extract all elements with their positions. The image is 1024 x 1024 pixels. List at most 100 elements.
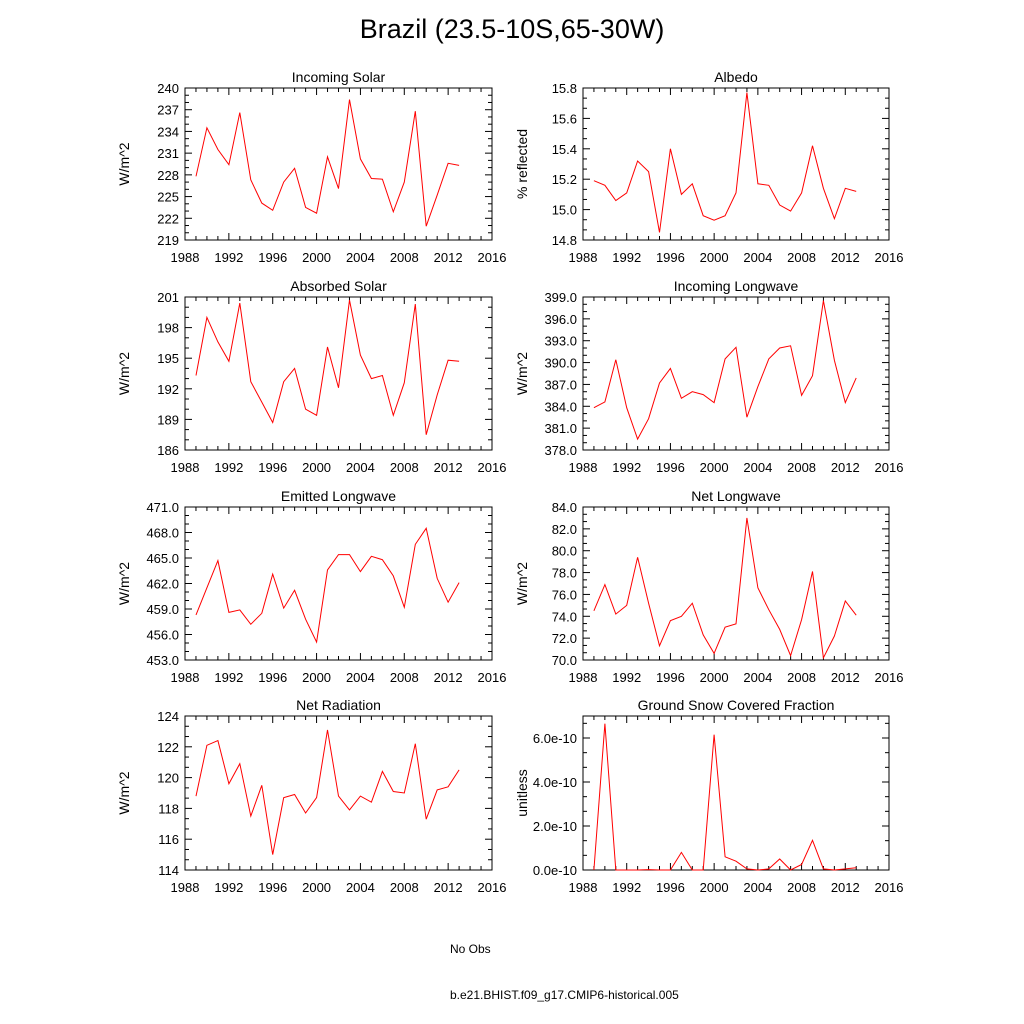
data-point	[316, 415, 317, 416]
x-tick-label: 2004	[743, 460, 772, 475]
panel-albedo: Albedo % reflected 1988 1992 1996 2000 2004 200…	[514, 69, 903, 265]
x-tick-label: 2004	[346, 250, 375, 265]
data-point	[360, 571, 361, 572]
y-tick-label: 74.0	[552, 609, 577, 624]
x-tick-label: 2016	[478, 250, 507, 265]
data-point	[415, 111, 416, 112]
data-point	[250, 179, 251, 180]
data-point	[294, 168, 295, 169]
data-point	[768, 185, 769, 186]
data-point	[217, 740, 218, 741]
data-point	[294, 794, 295, 795]
data-point	[637, 160, 638, 161]
data-point	[714, 402, 715, 403]
y-tick-label: 15.4	[552, 142, 577, 157]
data-point	[659, 645, 660, 646]
data-point	[670, 620, 671, 621]
data-point	[823, 188, 824, 189]
x-tick-label: 1988	[569, 670, 598, 685]
data-point	[305, 207, 306, 208]
data-point	[415, 743, 416, 744]
data-point	[459, 165, 460, 166]
x-tick-label: 1988	[171, 460, 200, 475]
data-point	[703, 394, 704, 395]
data-point	[812, 571, 813, 572]
series-line	[593, 300, 857, 441]
data-point	[593, 180, 594, 181]
data-point	[228, 361, 229, 362]
y-tick-label: 15.6	[552, 111, 577, 126]
data-point	[768, 358, 769, 359]
x-tick-label: 2016	[875, 670, 904, 685]
data-point	[195, 176, 196, 177]
data-point	[801, 619, 802, 620]
x-tick-label: 2004	[346, 670, 375, 685]
y-tick-label: 122	[157, 740, 179, 755]
data-point	[670, 148, 671, 149]
x-tick-label: 1996	[656, 250, 685, 265]
y-tick-label: 72.0	[552, 631, 577, 646]
x-tick-label: 2012	[831, 670, 860, 685]
data-point	[615, 359, 616, 360]
data-point	[294, 368, 295, 369]
x-tick-label: 1996	[656, 460, 685, 475]
data-point	[856, 615, 857, 616]
x-tick-label: 1992	[214, 670, 243, 685]
y-tick-label: 237	[157, 103, 179, 118]
data-point	[615, 200, 616, 201]
data-point	[823, 657, 824, 658]
x-tick-label: 1996	[258, 250, 287, 265]
x-tick-label: 2000	[302, 460, 331, 475]
x-tick-label: 1992	[612, 250, 641, 265]
x-tick-label: 2000	[302, 670, 331, 685]
data-point	[404, 382, 405, 383]
y-tick-label: 15.2	[552, 172, 577, 187]
data-point	[637, 439, 638, 440]
panel-title: Incoming Solar	[292, 69, 386, 85]
panel-absorbed-solar: Absorbed Solar W/m^2 1988 1992 1996 2000 2004 2…	[116, 278, 506, 475]
y-tick-label: 228	[157, 168, 179, 183]
y-tick-label: 462.0	[146, 577, 179, 592]
data-point	[415, 544, 416, 545]
y-tick-label: 120	[157, 771, 179, 786]
data-point	[845, 868, 846, 869]
data-point	[250, 381, 251, 382]
data-point	[637, 557, 638, 558]
data-point	[371, 802, 372, 803]
data-point	[648, 171, 649, 172]
y-tick-label: 222	[157, 211, 179, 226]
data-point	[725, 856, 726, 857]
data-point	[681, 616, 682, 617]
x-tick-label: 1996	[258, 880, 287, 895]
x-tick-label: 1992	[214, 250, 243, 265]
panel-net-longwave: Net Longwave W/m^2 1988 1992 1996 2000 2004 200…	[514, 488, 903, 685]
x-tick-label: 2000	[302, 880, 331, 895]
data-point	[593, 407, 594, 408]
y-axis-label: W/m^2	[116, 142, 132, 185]
x-tick-label: 2012	[831, 250, 860, 265]
panel-ground-snow-covered-fraction: Ground Snow Covered Fraction unitless 1988…	[514, 697, 903, 895]
data-point	[404, 793, 405, 794]
data-point	[779, 348, 780, 349]
x-tick-label: 2004	[743, 670, 772, 685]
data-point	[768, 868, 769, 869]
data-point	[206, 587, 207, 588]
x-tick-label: 2008	[787, 880, 816, 895]
data-point	[725, 215, 726, 216]
y-tick-label: 70.0	[552, 653, 577, 668]
data-point	[714, 734, 715, 735]
panel-incoming-longwave: Incoming Longwave W/m^2 1988 1992 1996 2000 20…	[514, 278, 903, 475]
data-point	[779, 859, 780, 860]
plot-frame	[184, 506, 493, 661]
x-tick-label: 2008	[390, 460, 419, 475]
data-point	[615, 614, 616, 615]
data-point	[736, 192, 737, 193]
data-point	[217, 341, 218, 342]
x-tick-label: 1996	[258, 460, 287, 475]
data-point	[768, 609, 769, 610]
data-point	[206, 317, 207, 318]
x-tick-label: 2012	[434, 460, 463, 475]
data-point	[681, 398, 682, 399]
